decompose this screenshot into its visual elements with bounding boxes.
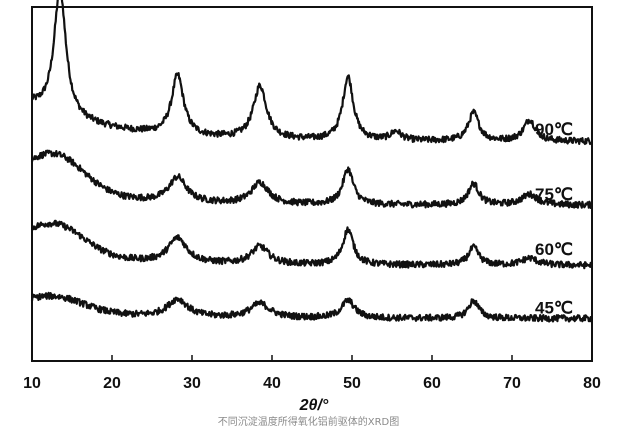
x-axis-title: 2θ/° — [299, 397, 329, 414]
series-label: 90℃ — [535, 120, 573, 139]
x-tick-label: 10 — [23, 375, 41, 392]
x-tick-label: 70 — [503, 375, 521, 392]
x-axis-ticks: 10 20 30 40 50 60 70 80 — [23, 355, 601, 392]
series-line-75℃ — [30, 149, 594, 209]
x-tick-label: 40 — [263, 375, 281, 392]
series-line-45℃ — [30, 291, 593, 323]
x-tick-label: 80 — [583, 375, 601, 392]
series-line-60℃ — [30, 219, 594, 270]
series-label: 75℃ — [535, 185, 573, 204]
x-tick-label: 60 — [423, 375, 441, 392]
figure-caption: 不同沉淀温度所得氧化铝前驱体的XRD图 — [217, 417, 400, 428]
series-label: 45℃ — [535, 298, 573, 317]
series-line-90℃ — [30, 0, 593, 146]
x-tick-label: 20 — [103, 375, 121, 392]
x-tick-label: 30 — [183, 375, 201, 392]
series-label: 60℃ — [535, 240, 573, 259]
plot-frame — [31, 6, 593, 362]
series-labels: 90℃ 75℃ 60℃ 45℃ — [535, 120, 573, 317]
series-curves — [30, 0, 594, 323]
x-tick-label: 50 — [343, 375, 361, 392]
